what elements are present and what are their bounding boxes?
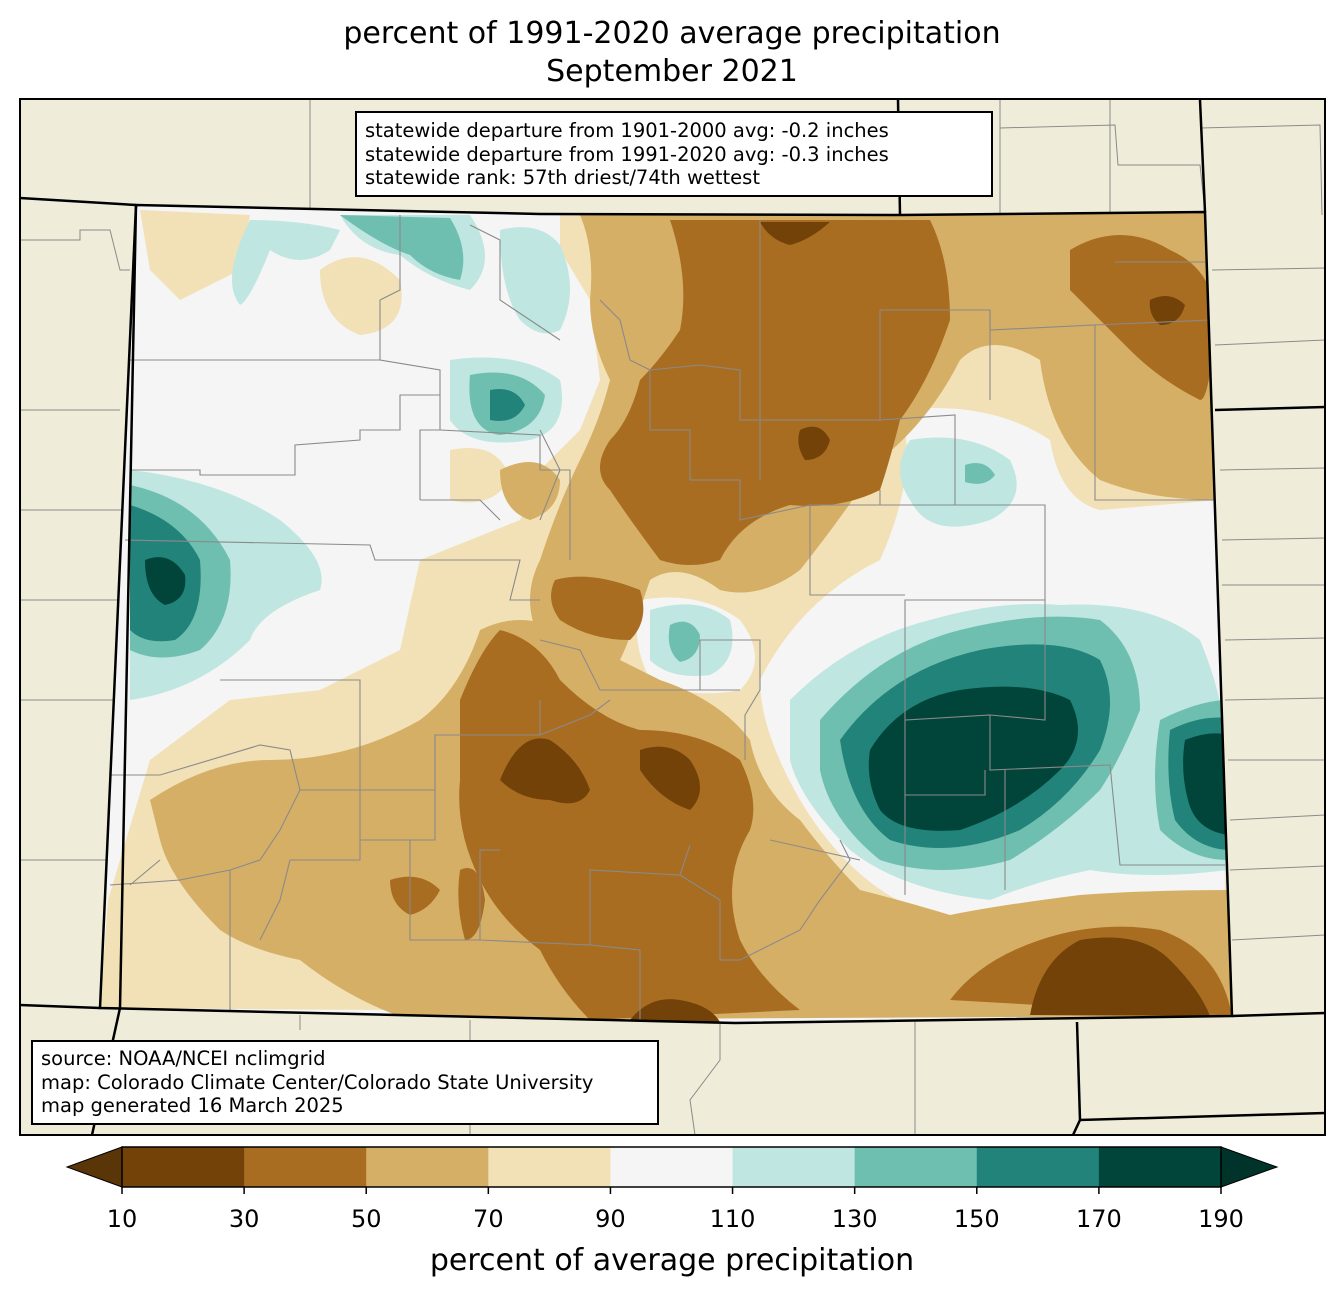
source-line: source: NOAA/NCEI nclimgrid xyxy=(41,1047,326,1070)
map-title: percent of 1991-2020 average precipitati… xyxy=(343,16,1001,51)
stats-line-rank: statewide rank: 57th driest/74th wettest xyxy=(365,166,760,189)
map-credit-line: map: Colorado Climate Center/Colorado St… xyxy=(41,1070,594,1094)
stats-line-1901-2000: statewide departure from 1901-2000 avg: … xyxy=(365,119,889,142)
colorbar-tick-label: 150 xyxy=(953,1205,1000,1233)
colorbar-bin xyxy=(732,1147,856,1187)
colorbar-bin xyxy=(976,1147,1100,1187)
colorbar-tick-label: 90 xyxy=(595,1205,626,1233)
precipitation-field xyxy=(100,205,1232,1023)
colorbar-over-arrow xyxy=(1220,1146,1279,1188)
colorbar-tick-label: 10 xyxy=(106,1205,138,1233)
colorbar-tick-label: 130 xyxy=(831,1205,878,1233)
colorbar-tick-label: 170 xyxy=(1075,1205,1122,1233)
colorbar-bin xyxy=(366,1147,489,1187)
neighbor-county-lines xyxy=(20,100,1326,1136)
colorbar xyxy=(65,1146,1279,1194)
source-credit-box: source: NOAA/NCEI nclimgrid map: Colorad… xyxy=(31,1040,659,1125)
colorbar-under-arrow xyxy=(65,1146,123,1188)
colorbar-tick-label: 70 xyxy=(473,1205,504,1233)
colorbar-bin xyxy=(854,1147,978,1187)
statewide-stats-box: statewide departure from 1901-2000 avg: … xyxy=(355,111,993,197)
map-subtitle-month: September 2021 xyxy=(546,54,798,89)
colorbar-label: percent of average precipitation xyxy=(429,1243,915,1278)
colorbar-bin xyxy=(610,1147,734,1187)
colorbar-bin xyxy=(122,1147,245,1187)
colorbar-bin xyxy=(488,1147,611,1187)
colorbar-bin xyxy=(244,1147,367,1187)
colorbar-bin xyxy=(1098,1147,1222,1187)
colorado-border xyxy=(98,203,1234,1025)
colorbar-tick-label: 190 xyxy=(1198,1205,1244,1233)
colorbar-tick-label: 50 xyxy=(350,1205,382,1233)
stats-line-1991-2020: statewide departure from 1991-2020 avg: … xyxy=(365,142,889,166)
colorbar-tick-label: 110 xyxy=(709,1205,756,1233)
map-generated-line: map generated 16 March 2025 xyxy=(41,1094,344,1117)
colorbar-tick-label: 30 xyxy=(228,1205,260,1233)
map-frame xyxy=(19,98,1326,1136)
colorbar-frame xyxy=(121,1146,1222,1188)
